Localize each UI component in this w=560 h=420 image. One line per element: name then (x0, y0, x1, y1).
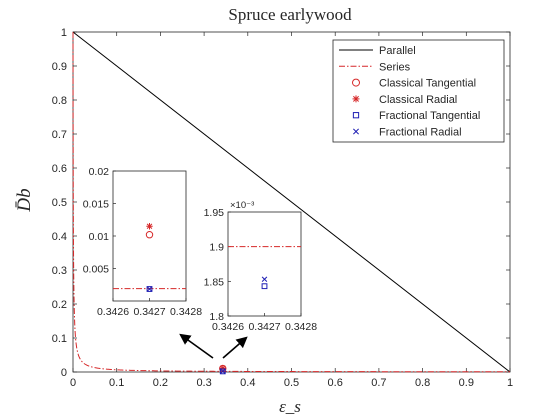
legend: Parallel Series Classical Tangential Classi… (332, 39, 505, 143)
marker-circle (145, 231, 154, 239)
legend-box (332, 39, 505, 143)
inset-y-tick-label: 0.02 (89, 166, 110, 178)
x-tick-label: 0.6 (328, 377, 343, 389)
y-tick-label: 0.7 (52, 129, 67, 141)
arrow-to-inset-1 (179, 333, 214, 359)
marker-star (146, 223, 153, 230)
inset-x-tick-label: 0.3427 (248, 321, 280, 333)
legend-label: Fractional Radial (379, 127, 462, 139)
y-tick-label: 0 (61, 367, 67, 379)
inset-y-tick-label: 1.95 (204, 207, 225, 219)
marker-square (261, 283, 268, 290)
x-tick-label: 0.3 (196, 377, 211, 389)
x-tick-label: 0.7 (371, 377, 386, 389)
y-tick-label: 0.6 (52, 163, 67, 175)
inset-frame (227, 211, 302, 317)
x-tick-label: 0 (70, 377, 76, 389)
inset-x-tick-label: 0.3426 (212, 321, 244, 333)
inset-x-tick-label: 0.3428 (285, 321, 317, 333)
inset-y-tick-label: 0.005 (83, 264, 109, 276)
inset-x-tick-label: 0.3426 (97, 306, 129, 318)
y-tick-label: 0.4 (52, 231, 67, 243)
marker-x (146, 286, 153, 292)
legend-label: Parallel (379, 45, 416, 57)
marker-square (352, 112, 360, 119)
marker-square (219, 368, 226, 375)
inset-y-tick-label: 1.8 (209, 311, 224, 323)
legend-label: Classical Tangential (379, 78, 476, 90)
y-tick-label: 0.1 (52, 333, 67, 345)
arrow-to-inset-2 (222, 336, 248, 359)
x-tick-label: 1 (507, 377, 513, 389)
inset-exponent-label: ×10⁻³ (230, 200, 254, 211)
inset-y-tick-label: 0.015 (83, 199, 109, 211)
x-axis-label: ε_s (279, 397, 301, 416)
inset-arrows (179, 333, 248, 359)
chart-title: Spruce earlywood (228, 5, 352, 24)
y-tick-label: 1 (61, 27, 67, 39)
legend-label: Classical Radial (379, 94, 457, 106)
inset-2: 0.3426 0.3427 0.3428 1.8 1.85 1.9 1.95 ×10⁻³ (204, 200, 318, 333)
inset-y-tick-label: 1.9 (209, 242, 224, 254)
series-curve (72, 32, 510, 373)
inset-y-tick-label: 1.85 (204, 276, 225, 288)
y-tick-label: 0.2 (52, 299, 67, 311)
x-tick-label: 0.1 (109, 377, 124, 389)
y-tick-label: 0.3 (52, 265, 67, 277)
x-tick-label: 0.4 (240, 377, 255, 389)
marker-x (353, 128, 359, 135)
legend-label: Series (379, 61, 411, 73)
y-tick-label: 0.5 (52, 197, 67, 209)
inset-x-tick-label: 0.3427 (133, 306, 165, 318)
inset-frame (112, 170, 187, 302)
inset-1: 0.3426 0.3427 0.3428 0.005 0.01 0.015 0.02 (83, 166, 202, 318)
y-tick-label: 0.9 (52, 61, 67, 73)
inset-y-tick-label: 0.01 (89, 231, 110, 243)
y-tick-label: 0.8 (52, 95, 67, 107)
marker-square (146, 286, 153, 292)
x-tick-label: 0.2 (153, 377, 168, 389)
marker-x (261, 276, 268, 283)
marker-star (352, 95, 360, 103)
x-tick-label: 0.5 (284, 377, 299, 389)
parallel-line (72, 31, 511, 373)
legend-label: Fractional Tangential (379, 110, 480, 122)
x-tick-label: 0.9 (459, 377, 474, 389)
inset-x-tick-label: 0.3428 (170, 306, 202, 318)
y-axis-label: D̄b (14, 188, 35, 212)
marker-x (220, 368, 226, 375)
x-tick-label: 0.8 (415, 377, 430, 389)
marker-circle (352, 78, 360, 87)
